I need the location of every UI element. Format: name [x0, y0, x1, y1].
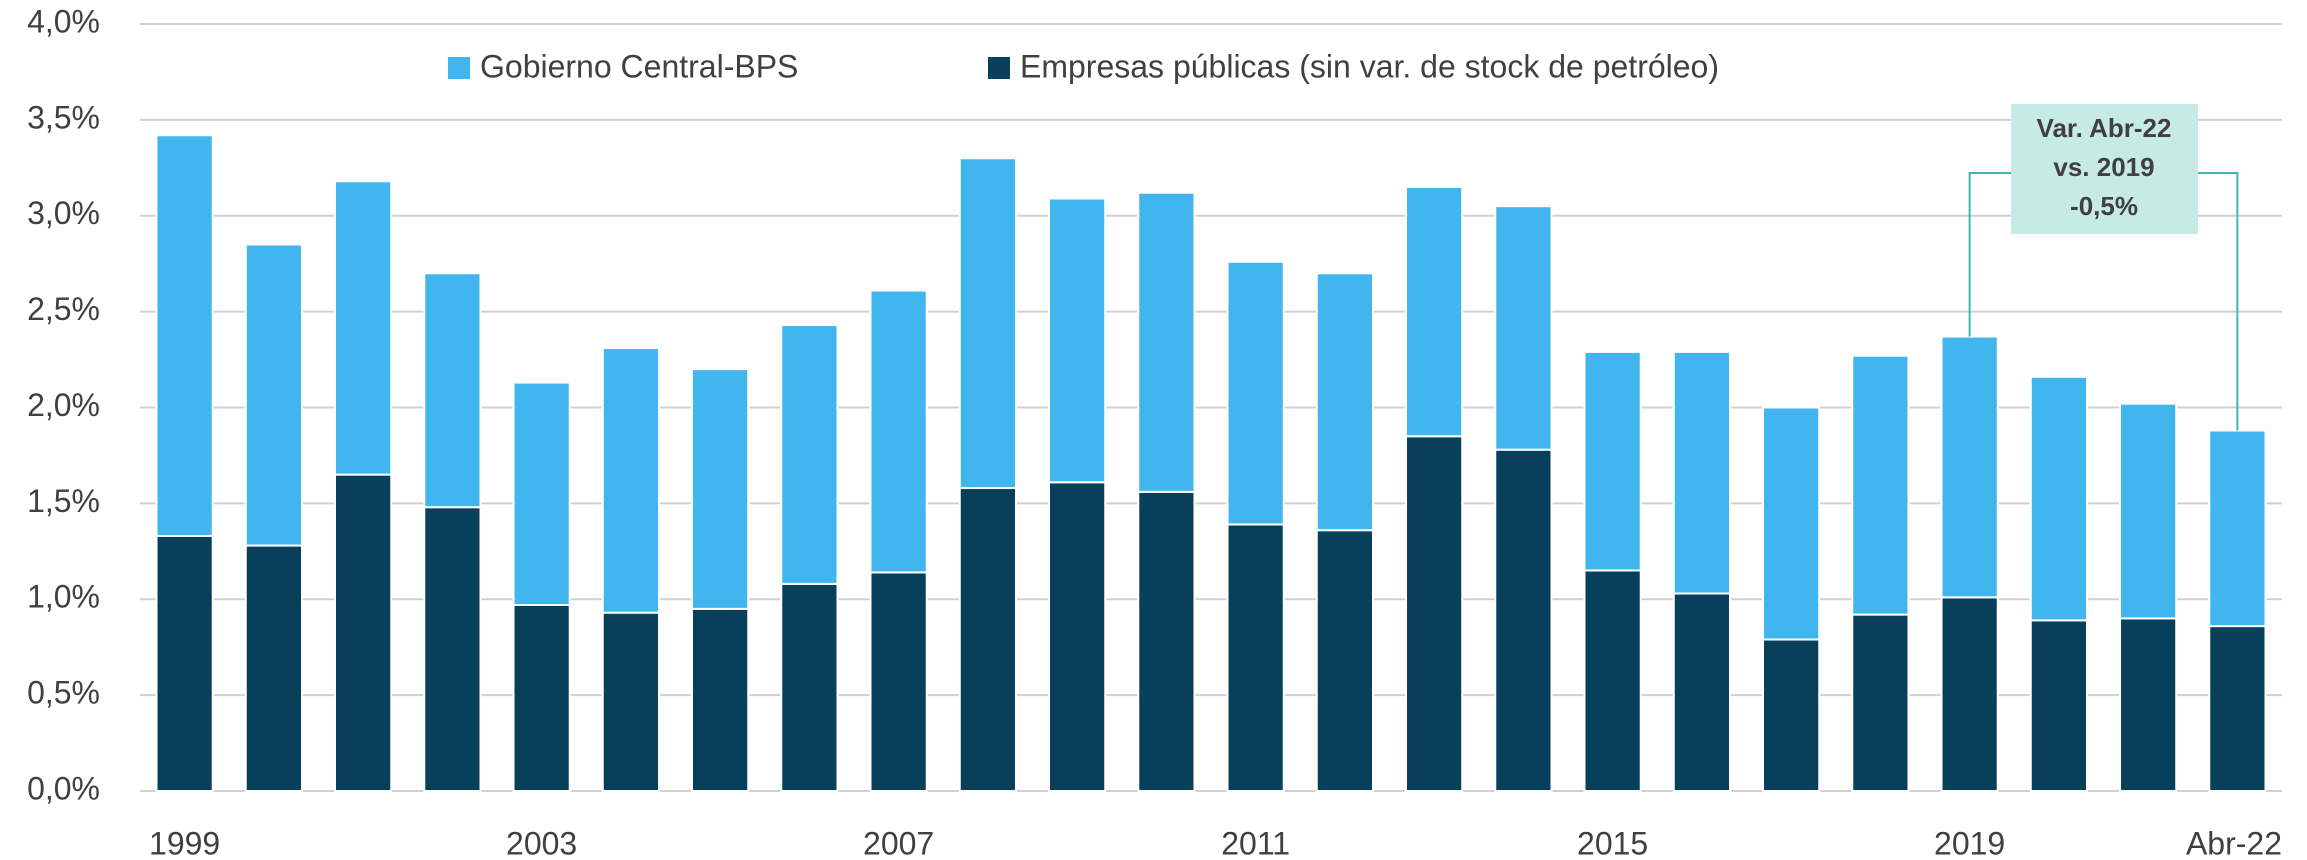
- bar-segment: [1226, 523, 1285, 793]
- bar-segment: [334, 180, 393, 476]
- y-tick-label: 2,5%: [27, 291, 100, 327]
- bar-segment: [1137, 191, 1196, 493]
- x-tick-label: 2011: [1221, 825, 1290, 860]
- bar-segment: [958, 157, 1017, 490]
- bar-segment: [1494, 205, 1553, 451]
- bar-segment: [869, 289, 928, 574]
- bar-segment: [512, 604, 571, 792]
- bar-segment: [423, 272, 482, 509]
- y-tick-label: 4,0%: [27, 3, 100, 39]
- legend-swatch: [448, 57, 470, 79]
- annotation-box: [2011, 104, 2198, 234]
- y-tick-label: 0,5%: [27, 675, 100, 711]
- bar-segment: [1762, 406, 1821, 641]
- bar-segment: [155, 534, 214, 792]
- bar-segment: [2208, 429, 2267, 628]
- legend-label: Empresas públicas (sin var. de stock de …: [1020, 48, 1719, 84]
- bar-segment: [1137, 490, 1196, 792]
- bar-segment: [691, 368, 750, 610]
- annotation-text: Var. Abr-22: [2037, 113, 2172, 143]
- x-tick-label: 1999: [149, 825, 220, 860]
- bar-segment: [512, 381, 571, 607]
- bar-segment: [1048, 197, 1107, 484]
- y-tick-label: 1,5%: [27, 483, 100, 519]
- bar-segment: [423, 506, 482, 792]
- bar-segment: [1048, 481, 1107, 792]
- bar-segment: [155, 134, 214, 537]
- bar-segment: [1672, 592, 1731, 792]
- annotation-text: -0,5%: [2070, 191, 2138, 221]
- bar-segment: [2119, 617, 2178, 792]
- bar-segment: [1583, 350, 1642, 572]
- x-tick-label: 2007: [863, 825, 934, 860]
- bar-segment: [1405, 435, 1464, 792]
- bar-segment: [2119, 402, 2178, 620]
- bar-segment: [1494, 448, 1553, 792]
- bar-segment: [1851, 613, 1910, 793]
- bar-segment: [601, 347, 660, 614]
- bar-segment: [691, 607, 750, 793]
- bar-segment: [780, 582, 839, 792]
- y-tick-label: 3,0%: [27, 195, 100, 231]
- y-tick-label: 1,0%: [27, 579, 100, 615]
- bar-segment: [869, 571, 928, 793]
- bar-segment: [1315, 529, 1374, 792]
- annotation-text: vs. 2019: [2053, 152, 2154, 182]
- bar-segment: [1672, 350, 1731, 595]
- legend-label: Gobierno Central-BPS: [480, 48, 798, 84]
- bar-segment: [1226, 260, 1285, 526]
- y-tick-label: 2,0%: [27, 387, 100, 423]
- bar-segment: [1583, 569, 1642, 792]
- bar-segment: [1851, 354, 1910, 616]
- bar-segment: [2029, 375, 2088, 622]
- x-tick-label: 2019: [1934, 825, 2005, 860]
- bar-segment: [601, 611, 660, 792]
- bar-segment: [1405, 185, 1464, 438]
- bar-segment: [1762, 638, 1821, 793]
- x-tick-label: Abr-22: [2186, 825, 2282, 860]
- bar-segment: [1315, 272, 1374, 532]
- bar-segment: [2208, 625, 2267, 792]
- legend-swatch: [988, 57, 1010, 79]
- bar-segment: [958, 487, 1017, 792]
- bar-segment: [780, 324, 839, 585]
- bar-segment: [244, 243, 303, 547]
- bar-segment: [244, 544, 303, 792]
- bar-segment: [1940, 596, 1999, 793]
- bar-segment: [2029, 619, 2088, 793]
- x-tick-label: 2003: [506, 825, 577, 860]
- y-tick-label: 3,5%: [27, 99, 100, 135]
- bar-segment: [334, 473, 393, 792]
- y-tick-label: 0,0%: [27, 770, 100, 806]
- x-tick-label: 2015: [1577, 825, 1648, 860]
- bar-segment: [1940, 335, 1999, 599]
